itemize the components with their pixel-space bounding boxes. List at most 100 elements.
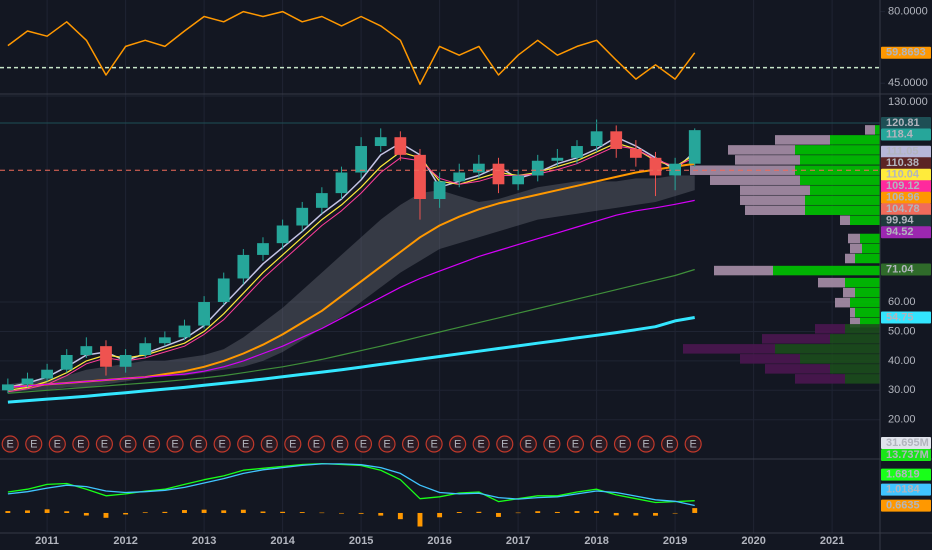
profile-down — [740, 354, 800, 364]
histogram-bar — [417, 512, 423, 527]
earnings-marker — [496, 435, 514, 453]
candle-body — [217, 278, 230, 303]
x-tick-label: 2014 — [270, 535, 295, 547]
macd-tag-box — [881, 468, 931, 481]
price-tag: 110.04 — [886, 169, 920, 181]
earnings-marker — [449, 435, 467, 453]
candle-body — [237, 254, 250, 279]
y-tick-label: 80.0000 — [888, 6, 928, 18]
earnings-label: E — [148, 438, 155, 450]
earnings-label: E — [595, 438, 602, 450]
price-tag: 118.4 — [886, 128, 914, 140]
earnings-marker — [566, 435, 585, 453]
histogram-bar — [535, 511, 541, 513]
earnings-label: E — [666, 438, 673, 450]
macd-line — [7, 462, 695, 504]
earnings-marker — [425, 435, 443, 453]
candle-body — [472, 163, 485, 173]
profile-down — [745, 205, 805, 215]
rsi-line — [7, 10, 696, 85]
histogram-bar — [280, 511, 286, 513]
y-tick-label: 45.0000 — [888, 77, 928, 89]
price-tag-box — [881, 214, 931, 227]
x-tick-label: 2015 — [349, 535, 373, 547]
earnings-marker — [95, 435, 114, 453]
price-tag: 109.12 — [886, 180, 920, 192]
y-tick-label: 40.00 — [888, 355, 916, 367]
profile-up — [810, 185, 880, 195]
earnings-marker — [684, 435, 702, 453]
histogram-bar — [437, 512, 443, 518]
earnings-label: E — [336, 438, 343, 450]
profile-down — [795, 374, 845, 384]
y-tick-label: 130.000 — [888, 96, 928, 108]
y-tick-label: 20.00 — [888, 414, 916, 426]
earnings-label: E — [642, 438, 649, 450]
macd-tag: 0.6635 — [886, 500, 920, 512]
earnings-marker — [378, 435, 396, 453]
earnings-label: E — [77, 438, 84, 450]
histogram-bar — [653, 512, 658, 516]
profile-up — [830, 135, 880, 145]
profile-down — [735, 155, 800, 165]
earnings-marker — [48, 435, 66, 453]
candle-body — [100, 346, 112, 367]
profile-up — [775, 344, 880, 354]
candle-body — [571, 146, 583, 158]
moving-average — [7, 199, 695, 388]
histogram-bar — [299, 512, 305, 513]
candle-body — [669, 163, 681, 176]
earnings-marker — [237, 435, 255, 453]
candle-body — [158, 337, 171, 344]
earnings-label: E — [266, 438, 273, 450]
earnings-marker — [260, 435, 278, 453]
histogram-bar — [201, 509, 207, 513]
earnings-label: E — [689, 438, 696, 450]
price-tag-box — [881, 180, 931, 193]
candle-body — [335, 172, 348, 194]
candle-body — [433, 181, 446, 200]
histogram-bar — [64, 511, 70, 513]
volume-tag: 13.737M — [886, 449, 929, 461]
x-tick-label: 2012 — [113, 535, 137, 547]
earnings-label: E — [171, 438, 178, 450]
profile-up — [845, 277, 880, 288]
histogram-bar — [83, 512, 89, 516]
profile-up — [800, 175, 880, 185]
earnings-label: E — [360, 438, 367, 450]
profile-down — [775, 135, 830, 145]
earnings-marker — [213, 435, 231, 453]
profile-up — [855, 307, 880, 318]
earnings-label: E — [242, 438, 249, 450]
price-tag-box — [881, 145, 931, 158]
earnings-marker — [1, 435, 19, 453]
earnings-marker — [590, 435, 608, 453]
histogram-bar — [496, 512, 501, 517]
price-tag-box — [881, 191, 931, 204]
earnings-label: E — [619, 438, 626, 450]
profile-down — [845, 253, 855, 264]
profile-down — [714, 265, 773, 276]
earnings-marker — [401, 435, 420, 453]
candle-body — [355, 146, 367, 173]
histogram-bar — [554, 511, 560, 513]
earnings-label: E — [454, 438, 461, 450]
histogram-bar — [672, 512, 678, 514]
histogram-bar — [397, 512, 403, 520]
earnings-marker — [307, 435, 325, 453]
candle-body — [139, 343, 152, 355]
histogram-bar — [339, 512, 344, 514]
candle-body — [590, 131, 603, 147]
profile-up — [845, 374, 880, 384]
last-value-tag-box — [881, 46, 931, 59]
earnings-label: E — [548, 438, 555, 450]
profile-up — [800, 354, 880, 364]
earnings-marker — [284, 435, 302, 453]
profile-up — [830, 364, 880, 374]
candle-body — [178, 325, 191, 338]
histogram-bar — [633, 512, 639, 516]
price-tag-box — [881, 226, 931, 239]
price-tag: 54.75 — [886, 311, 914, 323]
x-tick-label: 2011 — [35, 535, 59, 547]
